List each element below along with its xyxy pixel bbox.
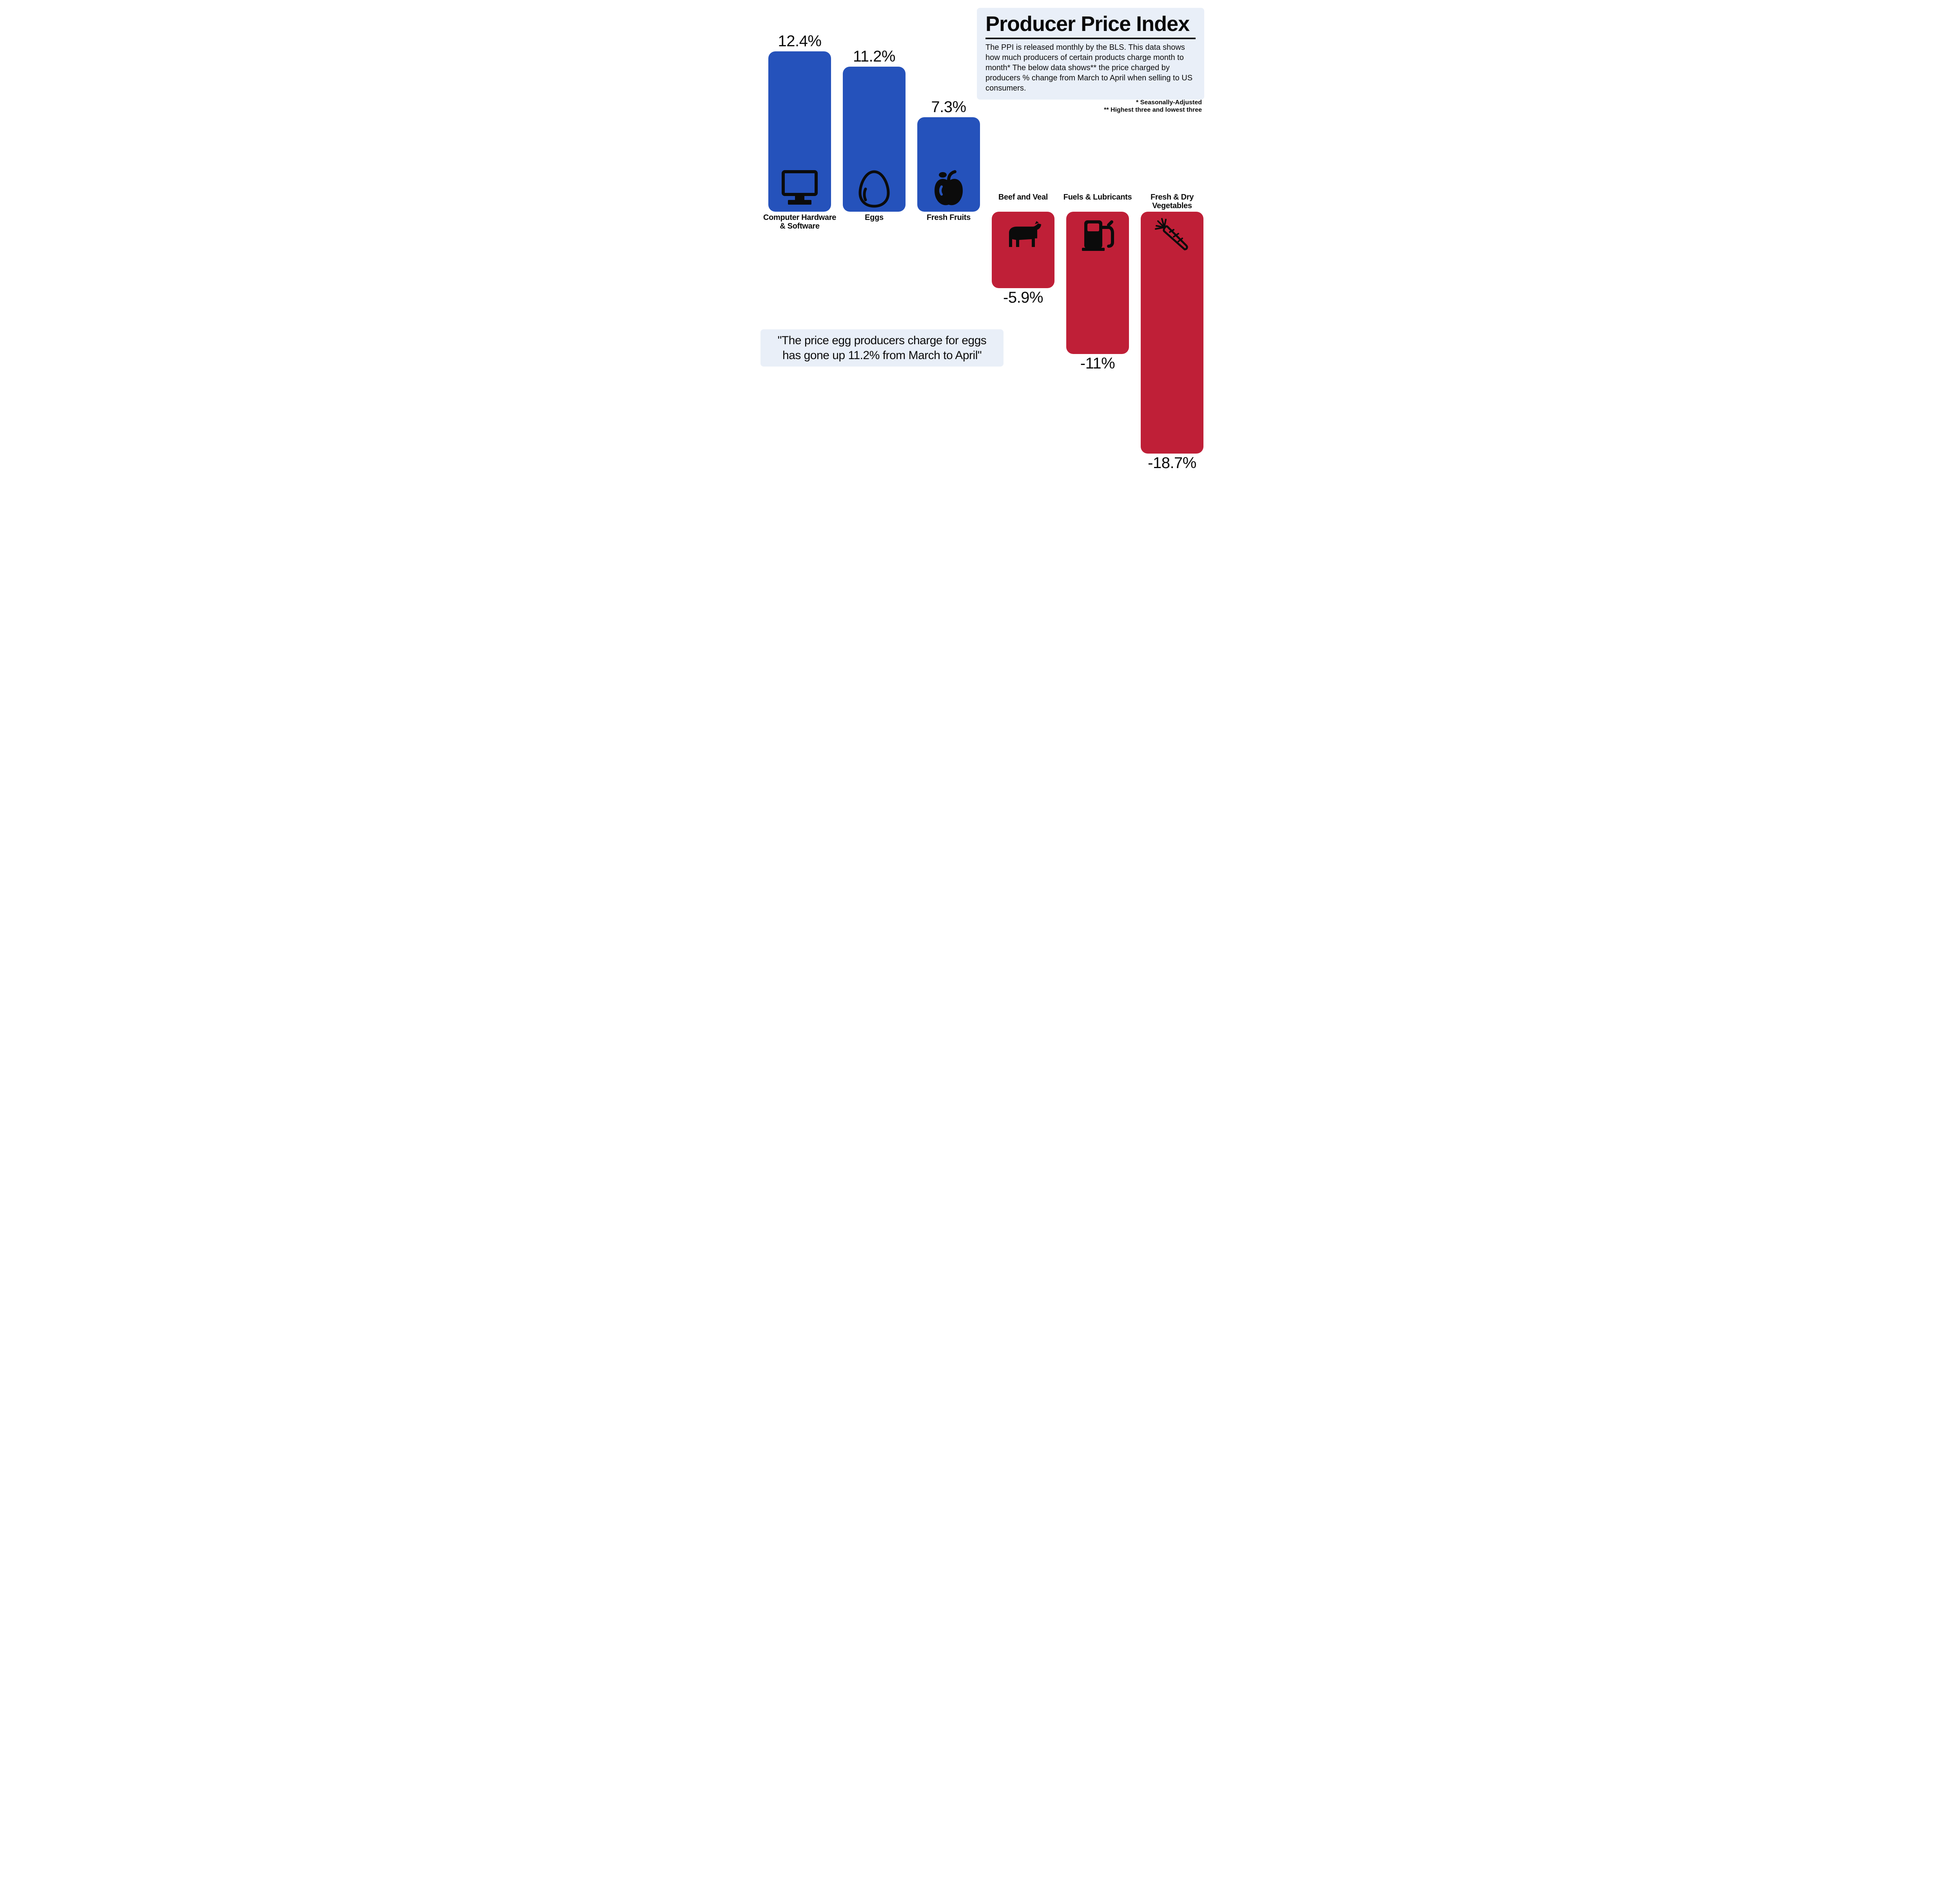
category-label: Beef and Veal <box>984 193 1062 202</box>
cow-icon <box>1002 216 1045 255</box>
infographic-canvas: Producer Price Index The PPI is released… <box>745 0 1215 417</box>
footnote-2: ** Highest three and lowest three <box>1104 106 1202 114</box>
pct-label: -11% <box>1058 355 1137 372</box>
page-description: The PPI is released monthly by the BLS. … <box>985 42 1196 93</box>
pct-label: -5.9% <box>984 289 1062 307</box>
category-label: Fuels & Lubricants <box>1058 193 1137 202</box>
fuel-icon <box>1076 216 1119 255</box>
category-label: Eggs <box>835 213 913 222</box>
computer-icon <box>778 169 821 209</box>
category-label: Fresh & Dry Vegetables <box>1133 193 1211 210</box>
pct-label: 11.2% <box>835 48 913 65</box>
footnote-1: * Seasonally-Adjusted <box>1104 99 1202 106</box>
apple-icon <box>927 169 970 209</box>
pct-label: 12.4% <box>760 33 839 50</box>
category-label: Fresh Fruits <box>909 213 988 222</box>
pct-label: 7.3% <box>909 98 988 116</box>
title-box: Producer Price Index The PPI is released… <box>977 8 1204 100</box>
footnotes: * Seasonally-Adjusted ** Highest three a… <box>1104 99 1202 114</box>
category-label: Computer Hardware & Software <box>760 213 839 231</box>
carrot-icon <box>1151 216 1194 255</box>
page-title: Producer Price Index <box>985 12 1196 39</box>
egg-icon <box>853 169 896 209</box>
pct-label: -18.7% <box>1133 454 1211 472</box>
quote-box: "The price egg producers charge for eggs… <box>760 329 1004 367</box>
